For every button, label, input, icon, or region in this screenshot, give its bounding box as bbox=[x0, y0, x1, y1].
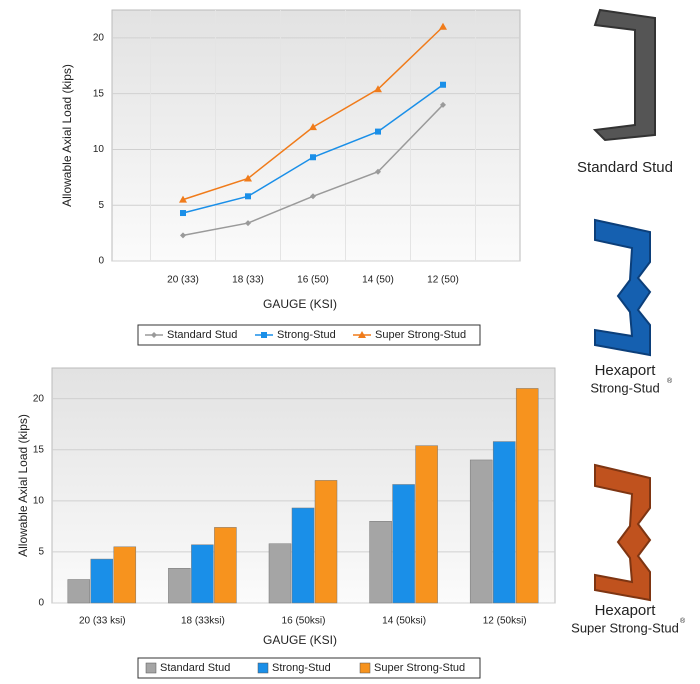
marker bbox=[180, 232, 186, 239]
y-axis-label: Allowable Axial Load (kips) bbox=[16, 414, 30, 557]
stud-icon bbox=[594, 218, 652, 357]
marker bbox=[151, 332, 157, 338]
y-tick-label: 15 bbox=[93, 88, 105, 99]
legend-label: Strong-Stud bbox=[272, 662, 331, 674]
bar bbox=[291, 507, 315, 604]
y-tick-label: 5 bbox=[98, 200, 104, 211]
bar bbox=[168, 568, 191, 604]
bar bbox=[515, 388, 539, 604]
marker bbox=[245, 220, 251, 227]
x-axis-label: GAUGE (KSI) bbox=[263, 297, 337, 311]
bar bbox=[492, 441, 516, 604]
marker bbox=[310, 193, 316, 200]
bar bbox=[392, 484, 415, 604]
stud-subtitle: Super Strong-Stud bbox=[571, 620, 679, 635]
stud-title: Hexaport bbox=[595, 362, 657, 379]
stud-title: Standard Stud bbox=[577, 159, 673, 176]
marker bbox=[439, 22, 447, 30]
plot-area bbox=[111, 9, 521, 262]
marker bbox=[358, 331, 366, 338]
y-tick-label: 5 bbox=[38, 547, 44, 558]
marker bbox=[309, 123, 317, 131]
stud-subtitle: Strong-Stud bbox=[590, 380, 659, 395]
marker bbox=[440, 101, 446, 108]
legend-label: Super Strong-Stud bbox=[375, 329, 466, 341]
legend-swatch bbox=[359, 662, 371, 674]
x-tick-label: 20 (33 ksi) bbox=[79, 616, 126, 627]
bar bbox=[191, 544, 214, 604]
bar bbox=[415, 445, 438, 604]
y-tick-label: 0 bbox=[38, 598, 44, 609]
legend-label: Strong-Stud bbox=[277, 329, 336, 341]
bar bbox=[214, 527, 237, 604]
marker bbox=[374, 85, 382, 93]
x-tick-label: 16 (50ksi) bbox=[282, 616, 326, 627]
legend-label: Standard Stud bbox=[160, 662, 230, 674]
legend-label: Super Strong-Stud bbox=[374, 662, 465, 674]
stud-icon bbox=[592, 8, 656, 142]
x-tick-label: 12 (50ksi) bbox=[483, 616, 527, 627]
legend-box bbox=[137, 657, 481, 679]
x-tick-label: 12 (50) bbox=[427, 275, 459, 286]
bar bbox=[369, 521, 392, 604]
marker bbox=[375, 168, 381, 175]
marker bbox=[375, 128, 381, 135]
legend-label: Standard Stud bbox=[167, 329, 237, 341]
bar bbox=[469, 459, 493, 604]
y-tick-label: 10 bbox=[93, 144, 105, 155]
marker bbox=[244, 174, 252, 182]
registered-mark: ® bbox=[680, 617, 686, 625]
marker bbox=[180, 210, 186, 217]
y-tick-label: 20 bbox=[93, 33, 105, 44]
legend-swatch bbox=[145, 662, 157, 674]
bar bbox=[268, 543, 292, 604]
bar bbox=[113, 546, 137, 604]
x-tick-label: 18 (33) bbox=[232, 275, 264, 286]
x-axis-label: GAUGE (KSI) bbox=[263, 633, 337, 647]
stud-title: Hexaport bbox=[595, 602, 657, 619]
marker bbox=[440, 81, 446, 88]
bar bbox=[90, 558, 114, 604]
x-tick-label: 16 (50) bbox=[297, 275, 329, 286]
bar bbox=[314, 480, 338, 604]
x-tick-label: 18 (33ksi) bbox=[181, 616, 225, 627]
y-tick-label: 15 bbox=[33, 444, 45, 455]
x-tick-label: 20 (33) bbox=[167, 275, 199, 286]
marker bbox=[310, 154, 316, 161]
marker bbox=[245, 193, 251, 200]
x-tick-label: 14 (50) bbox=[362, 275, 394, 286]
bar bbox=[67, 579, 91, 604]
marker bbox=[179, 195, 187, 203]
x-tick-label: 14 (50ksi) bbox=[382, 616, 426, 627]
y-tick-label: 20 bbox=[33, 393, 45, 404]
registered-mark: ® bbox=[667, 377, 673, 385]
stud-icon bbox=[594, 463, 652, 602]
y-tick-label: 0 bbox=[98, 256, 104, 267]
y-axis-label: Allowable Axial Load (kips) bbox=[60, 64, 74, 207]
legend-box bbox=[137, 324, 481, 346]
y-tick-label: 10 bbox=[33, 495, 45, 506]
marker bbox=[261, 332, 267, 338]
legend-swatch bbox=[257, 662, 269, 674]
